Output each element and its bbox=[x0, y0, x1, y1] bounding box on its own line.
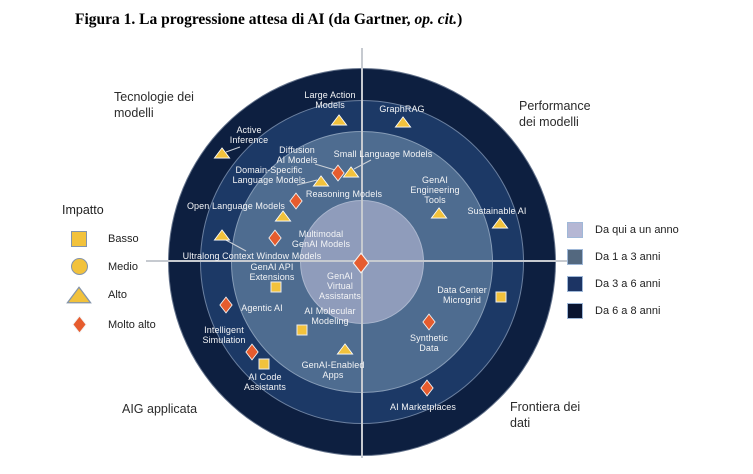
agentic-ai-label: Agentic AI bbox=[241, 302, 283, 313]
domain-specific-language-models-label: Domain-Specific Language Models bbox=[232, 164, 306, 185]
ai-code-assistants-label: AI Code Assistants bbox=[243, 371, 287, 392]
time-legend-label: Da 6 a 8 anni bbox=[595, 304, 661, 317]
ai-molecular-modeling-label: AI Molecular Modeling bbox=[304, 305, 356, 326]
impact-legend-item-medium: Medio bbox=[62, 258, 156, 275]
figure-title-suffix: ) bbox=[457, 11, 463, 28]
large-action-models-label: Large Action Models bbox=[304, 89, 356, 110]
small-language-models-label: Small Language Models bbox=[333, 148, 433, 159]
active-inference-marker bbox=[213, 147, 231, 159]
time-legend-item: Da 6 a 8 anni bbox=[567, 302, 679, 319]
impact-legend-title: Impatto bbox=[62, 203, 104, 217]
diamond-icon bbox=[62, 315, 96, 334]
ring-swatch-icon bbox=[567, 302, 583, 319]
open-language-models-marker bbox=[274, 210, 292, 222]
ultralong-context-window-models-marker bbox=[213, 229, 231, 241]
time-legend-item: Da qui a un anno bbox=[567, 221, 679, 238]
quadrant-label-top-left: Tecnologie dei modelli bbox=[108, 87, 200, 124]
genai-virtual-assistants-marker bbox=[352, 252, 370, 274]
time-legend-label: Da 1 a 3 anni bbox=[595, 250, 661, 263]
genai-enabled-apps-marker bbox=[336, 343, 354, 355]
time-legend-label: Da 3 a 6 anni bbox=[595, 277, 661, 290]
ring-swatch-icon bbox=[567, 275, 583, 292]
ring-swatch-icon bbox=[567, 248, 583, 265]
ultralong-context-window-models-label: Ultralong Context Window Models bbox=[182, 250, 322, 261]
impact-legend-item-low: Basso bbox=[62, 231, 156, 247]
time-legend-item: Da 3 a 6 anni bbox=[567, 275, 679, 292]
large-action-models-marker bbox=[330, 114, 348, 126]
figure-title-italic: op. cit. bbox=[414, 11, 458, 28]
impact-legend: Impatto Basso Medio Alto Molto alto bbox=[62, 203, 156, 345]
ai-code-assistants-marker bbox=[258, 358, 270, 370]
active-inference-label: Active Inference bbox=[229, 124, 269, 145]
data-center-microgrid-marker bbox=[495, 291, 507, 303]
quadrant-label-bottom-right: Frontiera dei dati bbox=[504, 397, 587, 434]
genai-enabled-apps-label: GenAI-Enabled Apps bbox=[301, 359, 365, 380]
synthetic-data-marker bbox=[422, 313, 436, 331]
impact-legend-label: Basso bbox=[108, 233, 139, 245]
synthetic-data-label: Synthetic Data bbox=[410, 332, 448, 353]
quadrant-label-top-right: Performance dei modelli bbox=[513, 96, 597, 133]
figure-title-prefix: Figura 1. La progressione attesa di AI (… bbox=[75, 11, 415, 28]
genai-api-extensions-label: GenAI API Extensions bbox=[249, 261, 295, 282]
multimodal-genai-models-marker bbox=[268, 229, 282, 247]
diffusion-ai-models-label: Diffusion AI Models bbox=[276, 144, 318, 165]
vertical-axis-line bbox=[361, 48, 363, 458]
reasoning-models-label: Reasoning Models bbox=[305, 188, 383, 199]
circle-icon bbox=[62, 258, 96, 275]
square-icon bbox=[62, 231, 96, 247]
graphrag-label: GraphRAG bbox=[379, 103, 425, 114]
time-legend-label: Da qui a un anno bbox=[595, 223, 679, 236]
intelligent-simulation-marker bbox=[245, 343, 259, 361]
genai-virtual-assistants-label: GenAI Virtual Assistants bbox=[318, 270, 362, 302]
genai-api-extensions-marker bbox=[270, 281, 282, 293]
domain-specific-language-models-marker bbox=[312, 175, 330, 187]
multimodal-genai-models-label: Multimodal GenAI Models bbox=[291, 228, 351, 249]
figure-title: Figura 1. La progressione attesa di AI (… bbox=[75, 11, 462, 29]
data-center-microgrid-label: Data Center Microgrid bbox=[437, 284, 487, 305]
impact-legend-item-very-high: Molto alto bbox=[62, 315, 156, 334]
graphrag-marker bbox=[394, 116, 412, 128]
genai-engineering-tools-marker bbox=[430, 207, 448, 219]
small-language-models-marker bbox=[342, 166, 360, 178]
impact-legend-label: Medio bbox=[108, 260, 138, 273]
sustainable-ai-label: Sustainable AI bbox=[467, 205, 527, 216]
time-legend-item: Da 1 a 3 anni bbox=[567, 248, 679, 265]
quadrant-label-bottom-left: AIG applicata bbox=[116, 399, 204, 420]
time-horizon-legend: Da qui a un anno Da 1 a 3 anni Da 3 a 6 … bbox=[567, 221, 679, 329]
ring-swatch-icon bbox=[567, 221, 583, 238]
impact-legend-label: Molto alto bbox=[108, 318, 156, 331]
triangle-icon bbox=[62, 286, 96, 304]
sustainable-ai-marker bbox=[491, 217, 509, 229]
genai-engineering-tools-label: GenAI Engineering Tools bbox=[410, 174, 460, 206]
ai-marketplaces-marker bbox=[420, 379, 434, 397]
ai-marketplaces-label: AI Marketplaces bbox=[389, 401, 457, 412]
open-language-models-label: Open Language Models bbox=[186, 200, 286, 211]
ai-molecular-modeling-marker bbox=[296, 324, 308, 336]
intelligent-simulation-label: Intelligent Simulation bbox=[202, 324, 246, 345]
reasoning-models-marker bbox=[289, 192, 303, 210]
agentic-ai-marker bbox=[219, 296, 233, 314]
impact-legend-label: Alto bbox=[108, 289, 127, 301]
impact-legend-item-high: Alto bbox=[62, 286, 156, 304]
